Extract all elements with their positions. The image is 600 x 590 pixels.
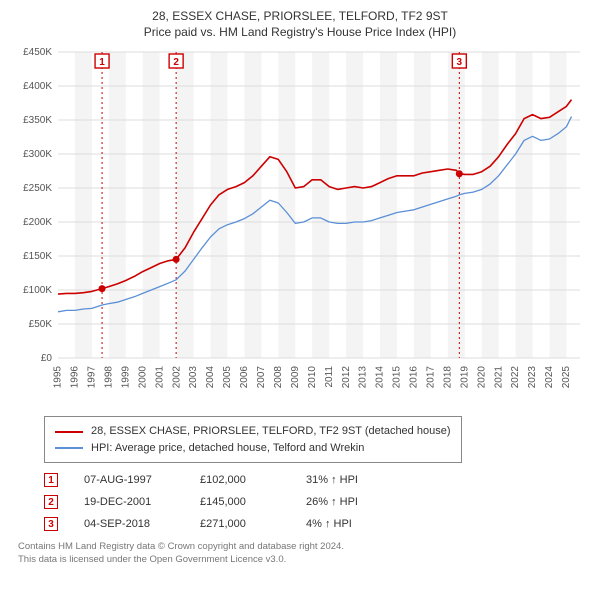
sale-marker-badge: 2 <box>44 495 58 509</box>
svg-text:2022: 2022 <box>510 366 521 389</box>
svg-text:2000: 2000 <box>137 366 148 389</box>
sale-hpi: 4% ↑ HPI <box>306 518 396 530</box>
sale-date: 07-AUG-1997 <box>84 474 174 486</box>
svg-text:2004: 2004 <box>205 366 216 389</box>
svg-text:£350K: £350K <box>23 115 52 126</box>
sales-row: 2 19-DEC-2001 £145,000 26% ↑ HPI <box>44 491 582 513</box>
svg-text:2005: 2005 <box>222 366 233 389</box>
svg-text:2010: 2010 <box>307 366 318 389</box>
footer-line-2: This data is licensed under the Open Gov… <box>18 554 582 567</box>
sale-marker-badge: 1 <box>44 473 58 487</box>
title-line-2: Price paid vs. HM Land Registry's House … <box>10 24 590 40</box>
legend-row: 28, ESSEX CHASE, PRIORSLEE, TELFORD, TF2… <box>55 423 451 440</box>
footer: Contains HM Land Registry data © Crown c… <box>18 541 582 567</box>
title-line-1: 28, ESSEX CHASE, PRIORSLEE, TELFORD, TF2… <box>10 8 590 24</box>
svg-text:£50K: £50K <box>29 319 53 330</box>
svg-text:£150K: £150K <box>23 251 52 262</box>
svg-text:2023: 2023 <box>527 366 538 389</box>
svg-text:2019: 2019 <box>459 366 470 389</box>
chart-title: 28, ESSEX CHASE, PRIORSLEE, TELFORD, TF2… <box>10 8 590 40</box>
sale-price: £271,000 <box>200 518 280 530</box>
svg-text:2014: 2014 <box>375 366 386 389</box>
legend-swatch <box>55 447 83 449</box>
svg-text:2002: 2002 <box>171 366 182 389</box>
svg-text:2013: 2013 <box>358 366 369 389</box>
legend-label: 28, ESSEX CHASE, PRIORSLEE, TELFORD, TF2… <box>91 423 451 440</box>
legend-row: HPI: Average price, detached house, Telf… <box>55 440 451 457</box>
svg-text:2024: 2024 <box>544 366 555 389</box>
svg-text:1996: 1996 <box>70 366 81 389</box>
svg-text:1: 1 <box>99 57 105 68</box>
svg-text:2006: 2006 <box>239 366 250 389</box>
legend: 28, ESSEX CHASE, PRIORSLEE, TELFORD, TF2… <box>44 416 462 463</box>
svg-text:1999: 1999 <box>120 366 131 389</box>
chart-area: £0 £50K £100K £150K £200K £250K £300K £350K £400… <box>10 46 590 406</box>
svg-text:£250K: £250K <box>23 183 52 194</box>
svg-text:2025: 2025 <box>561 366 572 389</box>
svg-text:£0: £0 <box>41 353 53 364</box>
svg-text:1995: 1995 <box>53 366 64 389</box>
svg-text:£100K: £100K <box>23 285 52 296</box>
sale-price: £145,000 <box>200 496 280 508</box>
svg-text:£300K: £300K <box>23 149 52 160</box>
chart-container: 28, ESSEX CHASE, PRIORSLEE, TELFORD, TF2… <box>0 0 600 590</box>
svg-text:2009: 2009 <box>290 366 301 389</box>
svg-text:2016: 2016 <box>409 366 420 389</box>
svg-text:£200K: £200K <box>23 217 52 228</box>
sale-date: 04-SEP-2018 <box>84 518 174 530</box>
footer-line-1: Contains HM Land Registry data © Crown c… <box>18 541 582 554</box>
svg-text:£400K: £400K <box>23 81 52 92</box>
legend-label: HPI: Average price, detached house, Telf… <box>91 440 364 457</box>
sale-date: 19-DEC-2001 <box>84 496 174 508</box>
legend-swatch <box>55 431 83 433</box>
sales-row: 1 07-AUG-1997 £102,000 31% ↑ HPI <box>44 469 582 491</box>
svg-text:2020: 2020 <box>476 366 487 389</box>
sales-table: 1 07-AUG-1997 £102,000 31% ↑ HPI 2 19-DEC-200… <box>44 469 582 535</box>
svg-text:1998: 1998 <box>103 366 114 389</box>
sales-row: 3 04-SEP-2018 £271,000 4% ↑ HPI <box>44 513 582 535</box>
sale-hpi: 31% ↑ HPI <box>306 474 396 486</box>
svg-text:2008: 2008 <box>273 366 284 389</box>
svg-text:£450K: £450K <box>23 47 52 58</box>
sale-price: £102,000 <box>200 474 280 486</box>
svg-text:2001: 2001 <box>154 366 165 389</box>
svg-text:2007: 2007 <box>256 366 267 389</box>
line-chart-svg: £0 £50K £100K £150K £200K £250K £300K £350K £400… <box>10 46 590 406</box>
svg-text:2017: 2017 <box>425 366 436 389</box>
svg-text:2: 2 <box>173 57 179 68</box>
sale-marker-badge: 3 <box>44 517 58 531</box>
svg-text:2003: 2003 <box>188 366 199 389</box>
svg-text:1997: 1997 <box>87 366 98 389</box>
svg-text:2015: 2015 <box>392 366 403 389</box>
svg-text:2018: 2018 <box>442 366 453 389</box>
svg-text:3: 3 <box>457 57 463 68</box>
svg-text:2012: 2012 <box>341 366 352 389</box>
svg-text:2011: 2011 <box>324 366 335 388</box>
svg-text:2021: 2021 <box>493 366 504 389</box>
sale-hpi: 26% ↑ HPI <box>306 496 396 508</box>
